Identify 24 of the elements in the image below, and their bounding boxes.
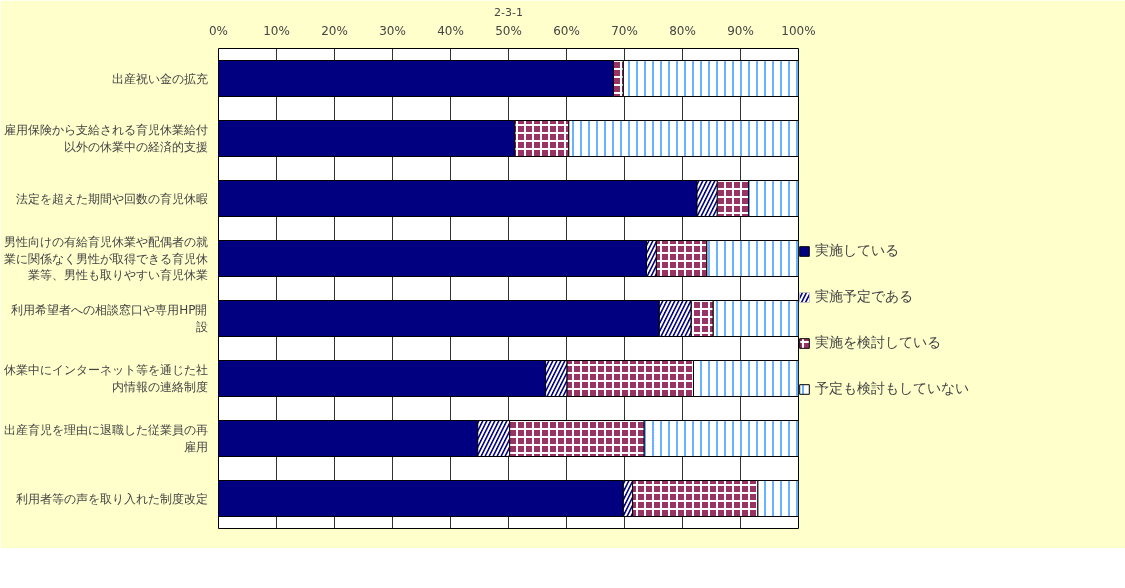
y-tick-label: 男性向けの有給育児休業や配偶者の就業に関係なく男性が取得できる育児休業等、男性も取りやすい育児休業: [3, 234, 208, 283]
x-tick-label: 60%: [553, 23, 580, 38]
y-tick-label: 法定を超えた期間や回数の育児休暇: [15, 191, 208, 206]
y-tick-label: 利用希望者への相談窓口や専用HP開設: [11, 303, 208, 334]
x-tick-label: 100%: [781, 23, 816, 38]
legend-label: 予定も検討もしていない: [815, 380, 969, 398]
x-tick-label: 90%: [727, 23, 754, 38]
y-tick-label: 雇用保険から支給される育児休業給付以外の休業中の経済的支援: [3, 123, 208, 154]
legend-label: 実施を検討している: [815, 334, 941, 352]
x-tick-label: 10%: [263, 23, 290, 38]
y-tick-label: 利用者等の声を取り入れた制度改定: [15, 491, 208, 506]
x-tick-label: 70%: [611, 23, 638, 38]
legend-label: 実施している: [815, 242, 899, 260]
legend-label: 実施予定である: [815, 288, 913, 306]
y-tick-label: 出産祝い金の拡充: [111, 71, 208, 86]
x-tick-label: 20%: [321, 23, 348, 38]
y-tick-label: 出産育児を理由に退職した従業員の再雇用: [3, 423, 208, 454]
x-tick-label: 40%: [437, 23, 464, 38]
x-tick-label: 50%: [495, 23, 522, 38]
x-tick-label: 30%: [379, 23, 406, 38]
chart-title: 2-3-1: [494, 5, 523, 19]
x-tick-label: 80%: [669, 23, 696, 38]
x-tick-label: 0%: [208, 23, 229, 38]
y-tick-label: 休業中にインターネット等を通じた社内情報の連絡制度: [3, 363, 208, 394]
